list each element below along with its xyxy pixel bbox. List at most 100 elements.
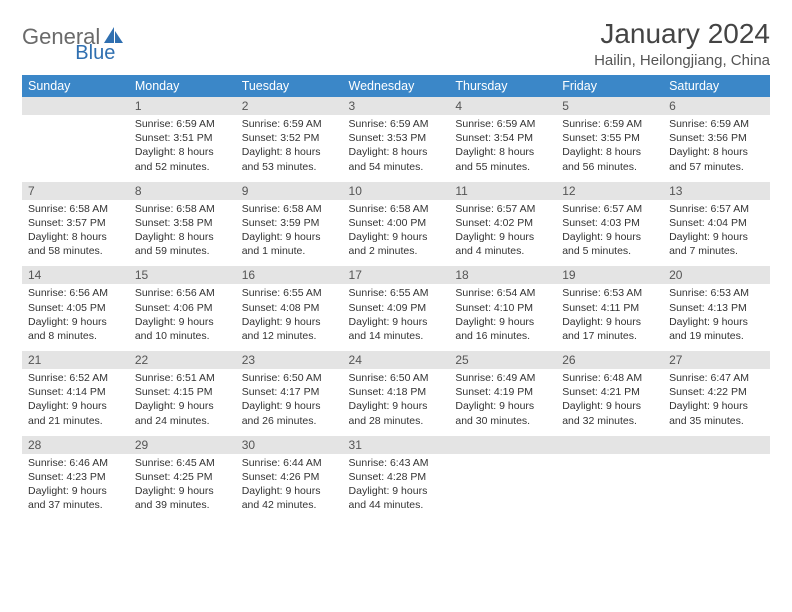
sunrise-text: Sunrise: 6:44 AM [242, 456, 337, 470]
daylight-text-1: Daylight: 9 hours [669, 315, 764, 329]
day-name: Friday [556, 75, 663, 97]
day-number: 11 [449, 182, 556, 200]
content-row: Sunrise: 6:59 AMSunset: 3:51 PMDaylight:… [22, 115, 770, 182]
sunset-text: Sunset: 4:23 PM [28, 470, 123, 484]
sunrise-text: Sunrise: 6:50 AM [242, 371, 337, 385]
sunset-text: Sunset: 3:51 PM [135, 131, 230, 145]
daylight-text-1: Daylight: 8 hours [349, 145, 444, 159]
day-number: 6 [663, 97, 770, 115]
sunrise-text: Sunrise: 6:57 AM [669, 202, 764, 216]
daylight-text-2: and 37 minutes. [28, 498, 123, 512]
day-cell: Sunrise: 6:55 AMSunset: 4:09 PMDaylight:… [343, 284, 450, 351]
daylight-text-2: and 2 minutes. [349, 244, 444, 258]
sunset-text: Sunset: 3:54 PM [455, 131, 550, 145]
sunset-text: Sunset: 4:00 PM [349, 216, 444, 230]
daylight-text-1: Daylight: 9 hours [28, 399, 123, 413]
daylight-text-2: and 7 minutes. [669, 244, 764, 258]
daynum-row: 123456 [22, 97, 770, 115]
day-cell: Sunrise: 6:50 AMSunset: 4:18 PMDaylight:… [343, 369, 450, 436]
sunset-text: Sunset: 3:53 PM [349, 131, 444, 145]
day-number: 10 [343, 182, 450, 200]
sunrise-text: Sunrise: 6:59 AM [135, 117, 230, 131]
day-cell: Sunrise: 6:53 AMSunset: 4:13 PMDaylight:… [663, 284, 770, 351]
sunset-text: Sunset: 4:13 PM [669, 301, 764, 315]
daylight-text-2: and 30 minutes. [455, 414, 550, 428]
daylight-text-1: Daylight: 9 hours [455, 399, 550, 413]
daylight-text-2: and 10 minutes. [135, 329, 230, 343]
daylight-text-1: Daylight: 8 hours [669, 145, 764, 159]
day-number: 5 [556, 97, 663, 115]
sunset-text: Sunset: 4:05 PM [28, 301, 123, 315]
sunrise-text: Sunrise: 6:53 AM [669, 286, 764, 300]
daylight-text-2: and 21 minutes. [28, 414, 123, 428]
day-number: 16 [236, 266, 343, 284]
day-name: Monday [129, 75, 236, 97]
day-name: Thursday [449, 75, 556, 97]
daylight-text-1: Daylight: 9 hours [669, 399, 764, 413]
daylight-text-2: and 42 minutes. [242, 498, 337, 512]
day-number: 3 [343, 97, 450, 115]
sunset-text: Sunset: 4:03 PM [562, 216, 657, 230]
day-number: 8 [129, 182, 236, 200]
sunrise-text: Sunrise: 6:58 AM [135, 202, 230, 216]
sunrise-text: Sunrise: 6:59 AM [242, 117, 337, 131]
sunrise-text: Sunrise: 6:51 AM [135, 371, 230, 385]
sunset-text: Sunset: 4:19 PM [455, 385, 550, 399]
daylight-text-2: and 16 minutes. [455, 329, 550, 343]
sunset-text: Sunset: 4:14 PM [28, 385, 123, 399]
daylight-text-1: Daylight: 8 hours [135, 230, 230, 244]
sunrise-text: Sunrise: 6:58 AM [349, 202, 444, 216]
sunset-text: Sunset: 3:58 PM [135, 216, 230, 230]
day-name: Sunday [22, 75, 129, 97]
daylight-text-1: Daylight: 9 hours [349, 484, 444, 498]
day-cell: Sunrise: 6:59 AMSunset: 3:52 PMDaylight:… [236, 115, 343, 182]
day-cell: Sunrise: 6:50 AMSunset: 4:17 PMDaylight:… [236, 369, 343, 436]
sunrise-text: Sunrise: 6:52 AM [28, 371, 123, 385]
daynum-row: 28293031 [22, 436, 770, 454]
logo-text-blue: Blue [75, 42, 115, 65]
daylight-text-2: and 57 minutes. [669, 160, 764, 174]
daylight-text-2: and 55 minutes. [455, 160, 550, 174]
sunrise-text: Sunrise: 6:57 AM [562, 202, 657, 216]
daylight-text-2: and 26 minutes. [242, 414, 337, 428]
sunrise-text: Sunrise: 6:58 AM [28, 202, 123, 216]
day-number: 1 [129, 97, 236, 115]
day-cell: Sunrise: 6:54 AMSunset: 4:10 PMDaylight:… [449, 284, 556, 351]
day-cell: Sunrise: 6:59 AMSunset: 3:51 PMDaylight:… [129, 115, 236, 182]
day-cell: Sunrise: 6:55 AMSunset: 4:08 PMDaylight:… [236, 284, 343, 351]
sunrise-text: Sunrise: 6:53 AM [562, 286, 657, 300]
sunrise-text: Sunrise: 6:59 AM [669, 117, 764, 131]
daynum-row: 14151617181920 [22, 266, 770, 284]
day-cell: Sunrise: 6:59 AMSunset: 3:54 PMDaylight:… [449, 115, 556, 182]
day-number: 13 [663, 182, 770, 200]
sunset-text: Sunset: 4:21 PM [562, 385, 657, 399]
day-number: 17 [343, 266, 450, 284]
day-cell: Sunrise: 6:43 AMSunset: 4:28 PMDaylight:… [343, 454, 450, 521]
sunset-text: Sunset: 4:02 PM [455, 216, 550, 230]
day-number: 9 [236, 182, 343, 200]
sunrise-text: Sunrise: 6:43 AM [349, 456, 444, 470]
day-number: 23 [236, 351, 343, 369]
sunset-text: Sunset: 4:26 PM [242, 470, 337, 484]
day-cell: Sunrise: 6:44 AMSunset: 4:26 PMDaylight:… [236, 454, 343, 521]
day-number [449, 436, 556, 454]
daylight-text-1: Daylight: 9 hours [455, 230, 550, 244]
sunset-text: Sunset: 4:17 PM [242, 385, 337, 399]
day-cell: Sunrise: 6:56 AMSunset: 4:05 PMDaylight:… [22, 284, 129, 351]
day-cell: Sunrise: 6:52 AMSunset: 4:14 PMDaylight:… [22, 369, 129, 436]
daylight-text-1: Daylight: 9 hours [242, 399, 337, 413]
header: General Blue January 2024 Hailin, Heilon… [22, 18, 770, 69]
day-header-row: Sunday Monday Tuesday Wednesday Thursday… [22, 75, 770, 97]
daylight-text-2: and 53 minutes. [242, 160, 337, 174]
sunrise-text: Sunrise: 6:56 AM [28, 286, 123, 300]
daylight-text-2: and 17 minutes. [562, 329, 657, 343]
day-number: 29 [129, 436, 236, 454]
day-number: 18 [449, 266, 556, 284]
daylight-text-1: Daylight: 9 hours [349, 399, 444, 413]
day-cell: Sunrise: 6:58 AMSunset: 3:58 PMDaylight:… [129, 200, 236, 267]
daylight-text-1: Daylight: 9 hours [562, 399, 657, 413]
sunrise-text: Sunrise: 6:55 AM [349, 286, 444, 300]
day-cell: Sunrise: 6:47 AMSunset: 4:22 PMDaylight:… [663, 369, 770, 436]
day-number [663, 436, 770, 454]
sunrise-text: Sunrise: 6:55 AM [242, 286, 337, 300]
